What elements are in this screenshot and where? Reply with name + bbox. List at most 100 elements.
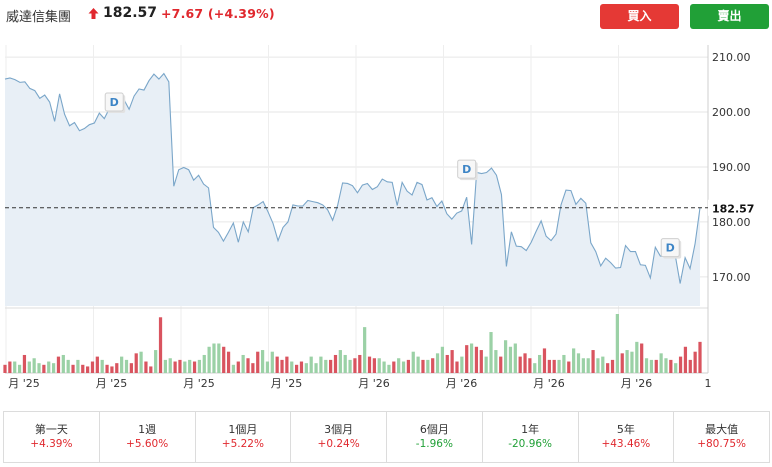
volume-bar [17,364,22,373]
dividend-marker[interactable]: D [104,92,126,114]
volume-bar [178,359,182,373]
volume-bar [202,354,206,373]
volume-bar [387,364,391,373]
volume-bar [343,354,347,373]
price-chart[interactable]: 182.57 D D D 210.00 200.00 190.00 180.00 170.0… [0,40,772,394]
volume-bar [435,353,440,373]
period-cell[interactable]: 最大值 +80.75% [674,412,769,462]
volume-bar [591,350,595,373]
volume-bar [450,350,454,373]
volume-bar [649,359,654,373]
volume-bar [61,354,65,373]
volume-bar [197,359,202,373]
period-change: +80.75% [697,438,747,450]
volume-bar [499,356,503,373]
volume-bar [538,354,542,373]
dividend-marker-box [457,159,477,179]
volume-bar [314,363,318,373]
period-label: 5年 [616,423,635,436]
volume-bar [552,359,556,373]
dividend-marker-label: D [666,242,675,255]
volume-bars [3,314,702,373]
volume-bar [664,358,668,373]
volume-bar [236,361,240,373]
period-cell[interactable]: 第一天 +4.39% [4,412,100,462]
volume-bar [547,359,551,373]
volume-bar [134,353,138,373]
volume-bar [27,361,31,373]
volume-bar [173,361,177,373]
volume-bar [299,361,304,373]
period-label: 3個月 [324,423,354,436]
volume-bar [168,358,172,373]
buy-button[interactable]: 買入 [600,4,679,29]
volume-bar [382,361,386,373]
volume-bar [392,361,396,373]
period-cell[interactable]: 1個月 +5.22% [196,412,292,462]
volume-bar [557,359,561,373]
volume-bar [192,361,197,373]
volume-bar [144,361,148,373]
volume-bar [363,327,367,373]
y-tick-label: 200.00 [712,106,751,119]
y-tick-label: 190.00 [712,161,751,174]
volume-bar [508,346,513,373]
volume-bar [217,343,221,373]
current-price: 182.57 [103,5,158,21]
volume-bar [484,356,488,373]
volume-bar [212,343,216,373]
y-tick-label: 210.00 [712,51,751,64]
volume-bar [76,359,80,373]
volume-bar [411,351,415,373]
period-change: -20.96% [508,438,553,450]
period-change: -1.96% [415,438,453,450]
volume-bar [542,348,547,373]
dividend-marker[interactable]: D [660,238,682,259]
volume-bar [572,348,576,373]
volume-bar [401,361,406,373]
period-change: +43.46% [601,438,651,450]
period-cell[interactable]: 6個月 -1.96% [387,412,483,462]
volume-bar [47,361,51,373]
volume-bar [606,363,610,373]
volume-bar [421,359,425,373]
volume-bar [601,356,605,373]
period-label: 6個月 [419,423,449,436]
x-tick-label: 1 [705,377,712,390]
volume-bar [124,359,129,373]
volume-bar [513,343,517,373]
stock-name: 威達信集團 [6,10,72,25]
period-cell[interactable]: 5年 +43.46% [579,412,675,462]
dividend-marker[interactable]: D [457,159,478,181]
x-tick-label: 月 '26 [358,377,390,390]
volume-bar [56,356,61,373]
period-label: 最大值 [705,423,739,436]
price-change: +7.67 (+4.39%) [161,6,275,21]
volume-bar [367,356,372,373]
volume-bar [115,363,119,373]
volume-bar [304,363,308,373]
volume-bar [285,356,289,373]
volume-bar [163,359,167,373]
volume-bar [358,354,362,373]
volume-bar [674,363,678,373]
volume-bar [256,351,260,373]
volume-bar [489,332,493,373]
dividend-markers[interactable]: D D D [104,92,682,259]
volume-bar [654,359,658,373]
x-tick-label: 月 '25 [271,377,303,390]
volume-bar [265,361,270,373]
sell-button[interactable]: 賣出 [690,4,769,29]
period-label: 1個月 [228,423,258,436]
volume-bar [460,356,464,373]
period-cell[interactable]: 1年 -20.96% [483,412,579,462]
volume-bar [319,356,323,373]
volume-bar [610,359,615,373]
volume-bar [416,356,420,373]
volume-bar [226,351,231,373]
volume-bar [693,351,697,373]
period-cell[interactable]: 1週 +5.60% [100,412,196,462]
volume-bar [329,359,333,373]
period-cell[interactable]: 3個月 +0.24% [291,412,387,462]
period-change: +4.39% [30,438,73,450]
